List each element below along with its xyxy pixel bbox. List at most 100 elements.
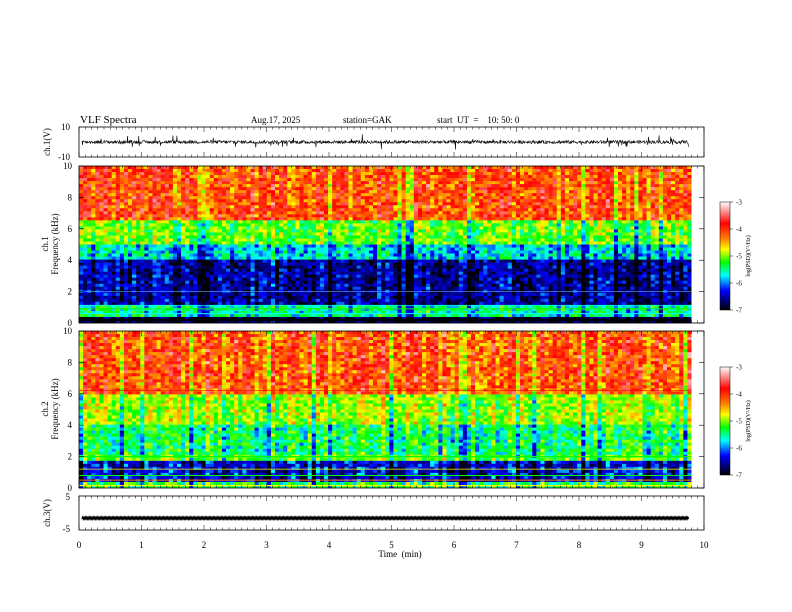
spectrogram-cell [593,205,598,209]
spectrogram-cell [197,235,202,239]
spectrogram-cell [213,202,219,206]
spectrogram-cell [270,223,276,227]
spectrogram-cell [381,232,386,236]
spectrogram-cell [605,193,611,197]
spectrogram-cell [687,253,692,257]
spectrogram-cell [156,232,161,236]
spectrogram-cell [454,169,460,173]
spectrogram-cell [458,235,464,239]
spectrogram-cell [622,205,627,209]
spectrogram-cell [250,175,255,179]
spectrogram-cell [254,241,259,245]
spectrogram-cell [111,235,117,239]
spectrogram-cell [230,169,235,173]
spectrogram-cell [83,187,88,191]
spectrogram-cell [283,181,288,185]
spectrogram-cell [626,193,631,197]
spectrogram-cell [283,241,288,245]
spectrogram-cell [275,187,280,191]
spectrogram-cell [266,235,272,239]
spectrogram-cell [577,196,582,200]
spectrogram-cell [618,262,623,266]
spectrogram-cell [303,262,308,266]
spectrogram-cell [479,166,484,170]
spectrogram-cell [597,244,602,248]
spectrogram-cell [540,223,545,227]
spectrogram-cell [495,199,500,203]
spectrogram-cell [483,214,488,218]
spectrogram-cell [589,205,594,209]
spectrogram-cell [254,250,259,254]
spectrogram-cell [79,190,84,194]
spectrogram-cell [156,181,161,185]
spectrogram-cell [238,262,243,266]
spectrogram-cell [417,166,423,170]
spectrogram-cell [564,172,570,176]
spectrogram-cell [658,247,664,251]
spectrogram-cell [336,181,341,185]
spectrogram-cell [405,244,411,248]
spectrogram-cell [336,184,341,188]
spectrogram-cell [144,181,149,185]
spectrogram-cell [287,169,292,173]
spectrogram-cell [597,181,602,185]
spectrogram-cell [193,193,198,197]
spectrogram-cell [389,181,394,185]
spectrogram-cell [479,214,484,218]
spectrogram-cell [340,187,345,191]
spectrogram-cell [434,199,439,203]
spectrogram-cell [577,223,582,227]
spectrogram-cell [332,175,337,179]
spectrogram-cell [172,214,178,218]
spectrogram-cell [515,244,521,248]
spectrogram-cell [585,181,590,185]
spectrogram-cell [262,220,268,224]
spectrogram-cell [609,208,615,212]
spectrogram-cell [569,241,574,245]
spectrogram-cell [662,211,668,215]
spectrogram-cell [609,184,615,188]
spectrogram-cell [283,196,288,200]
spectrogram-cell [189,208,194,212]
spectrogram-cell [426,238,431,242]
spectrogram-cell [209,223,215,227]
spectrogram-cell [123,238,129,242]
spectrogram-cell [377,229,382,233]
spectrogram-cell [438,211,443,215]
spectrogram-cell [454,205,460,209]
spectrogram-cell [307,211,313,215]
spectrogram-cell [209,175,215,179]
spectrogram-cell [638,196,643,200]
spectrogram-cell [662,226,668,230]
spectrogram-cell [373,211,378,215]
spectrogram-cell [532,202,537,206]
spectrogram-cell [601,256,607,260]
spectrogram-cell [315,256,321,260]
spectrogram-cell [671,214,676,218]
spectrogram-cell [136,235,141,239]
spectrogram-cell [266,253,272,257]
spectrogram-cell [483,211,488,215]
spectrogram-cell [524,184,529,188]
spectrogram-cell [172,211,178,215]
spectrogram-cell [103,244,108,248]
spectrogram-cell [140,184,145,188]
spectrogram-cell [446,247,451,251]
spectrogram-cell [605,199,611,203]
spectrogram-cell [446,193,451,197]
spectrogram-cell [556,217,562,221]
spectrogram-cell [446,172,451,176]
spectrogram-cell [683,211,688,215]
spectrogram-cell [573,235,578,239]
spectrogram-cell [601,238,607,242]
spectrogram-cell [373,253,378,257]
spectrogram-cell [662,262,668,266]
spectrogram-cell [495,193,500,197]
spectrogram-cell [87,169,92,173]
spectrogram-cell [266,184,272,188]
spectrogram-cell [601,211,607,215]
spectrogram-cell [552,262,558,266]
spectrogram-cell [426,202,431,206]
spectrogram-cell [332,181,337,185]
spectrogram-cell [409,169,415,173]
